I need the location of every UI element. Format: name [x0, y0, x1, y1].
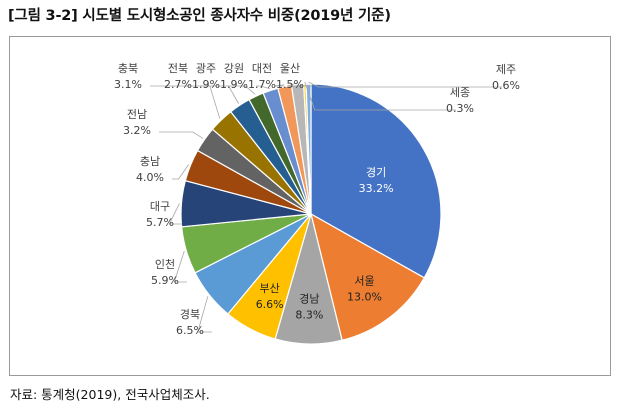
slice-name-incheon: 인천: [155, 257, 175, 271]
leader-line-jeju: [308, 81, 502, 88]
slice-value-gangwon: 1.9%: [220, 78, 248, 91]
slice-name-gyeongnam: 경남: [299, 292, 319, 305]
slice-name-gwangju: 광주: [196, 62, 216, 75]
slice-value-gwangju: 1.9%: [192, 78, 220, 91]
pie-slice-seoul: [310, 212, 426, 341]
slice-name-chungnam: 충남: [140, 155, 160, 168]
figure-title: [그림 3-2] 시도별 도시형소공인 종사자수 비중(2019년 기준): [8, 8, 391, 24]
slice-value-busan: 6.6%: [256, 298, 284, 311]
slice-value-daegu: 5.7%: [146, 216, 174, 229]
slice-value-ulsan: 1.5%: [276, 78, 304, 91]
slice-name-daejeon: 대전: [252, 62, 272, 75]
leader-line-gangwon: [256, 85, 270, 89]
slice-name-gangwon: 강원: [224, 62, 244, 75]
slice-name-chungbuk: 충북: [118, 62, 138, 75]
pie-slice-jeju: [305, 83, 312, 215]
slice-name-gyeonggi: 경기: [366, 166, 386, 179]
slice-name-jeonbuk: 전북: [168, 62, 188, 75]
leader-line-daejeon: [274, 84, 285, 87]
slice-value-gyeongnam: 8.3%: [295, 308, 323, 321]
slice-value-incheon: 5.9%: [151, 274, 179, 287]
pie-slice-gyeonggi: [310, 83, 442, 279]
slice-value-jeonbuk: 2.7%: [164, 78, 192, 91]
slice-value-chungnam: 4.0%: [136, 171, 164, 184]
slice-name-daegu: 대구: [150, 200, 170, 213]
slice-name-sejong: 세종: [450, 86, 470, 99]
slice-name-ulsan: 울산: [280, 62, 300, 75]
leader-line-daegu: [168, 203, 182, 225]
slice-value-seoul: 13.0%: [347, 290, 382, 303]
leader-line-sejong: [304, 82, 456, 111]
slice-name-seoul: 서울: [354, 274, 374, 287]
slice-value-daejeon: 1.7%: [248, 78, 276, 91]
slice-name-gyeongbuk: 경북: [180, 308, 200, 321]
leader-line-incheon: [173, 250, 187, 283]
leader-line-gwangju: [228, 85, 256, 95]
leader-line-gyeongbuk: [197, 296, 212, 333]
slice-value-jeonnam: 3.2%: [123, 124, 151, 137]
slice-value-gyeongbuk: 6.5%: [176, 324, 204, 337]
leader-line-ulsan: [287, 82, 312, 87]
leader-line-jeonnam: [159, 131, 204, 139]
source-note: 자료: 통계청(2019), 전국사업체조사.: [10, 387, 210, 402]
slice-name-jeju: 제주: [496, 63, 516, 76]
slice-value-sejong: 0.3%: [446, 102, 474, 115]
slice-value-jeju: 0.6%: [492, 79, 520, 92]
leader-line-chungnam: [172, 164, 189, 180]
slice-name-busan: 부산: [260, 282, 280, 295]
slice-name-jeonnam: 전남: [127, 108, 147, 121]
slice-value-gyeonggi: 33.2%: [359, 182, 394, 195]
slice-value-chungbuk: 3.1%: [114, 78, 142, 91]
